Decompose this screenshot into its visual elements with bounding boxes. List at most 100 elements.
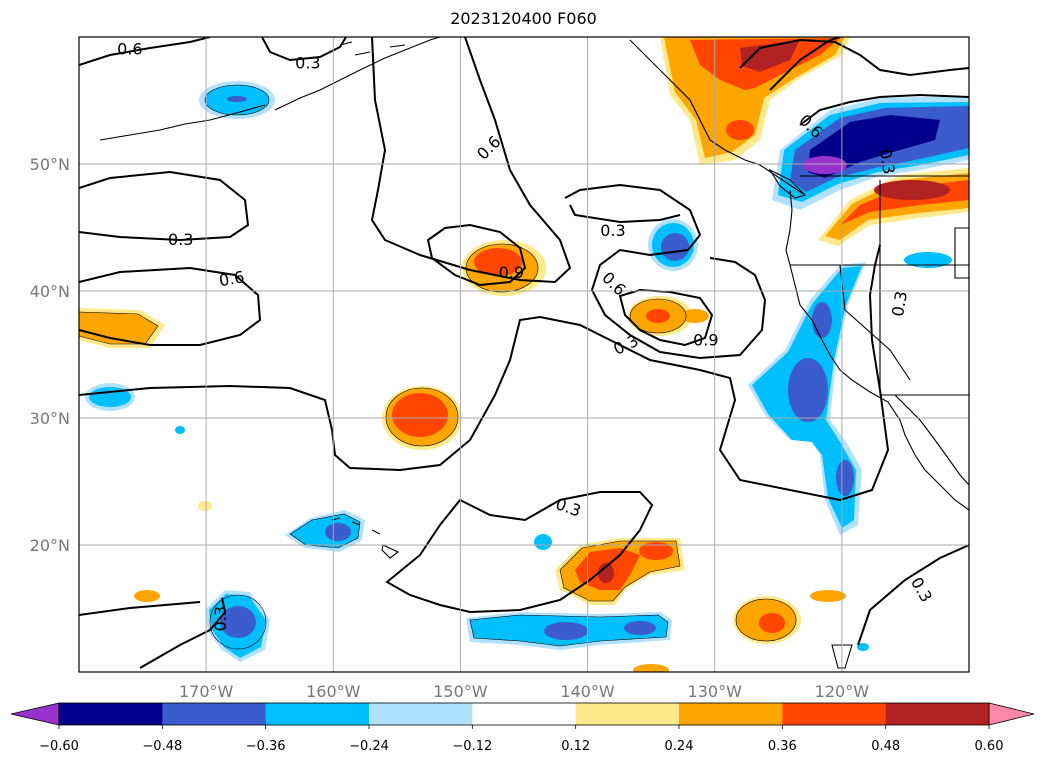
positive-anomaly-blob [759,613,785,633]
colorbar-extend-high [988,702,1035,726]
lon-tick-label: 140°W [560,682,615,701]
colorbar-segment [575,703,680,725]
positive-anomaly-blob [598,563,614,583]
contour-line [426,223,527,287]
map-frame [78,36,970,673]
lon-tick-label: 150°W [433,682,488,701]
contour-label-text: 0.3 [888,290,911,318]
colorbar-segment [782,703,887,725]
contour-label-text: 0.6 [217,267,245,290]
contour-line [139,597,227,669]
contour-line [79,37,211,66]
contour-label: 0.6 [117,39,142,58]
contour-label: 0.3 [888,290,911,318]
positive-anomaly-blob [633,664,669,672]
colorbar-segment [265,703,370,725]
lat-tick-label: 20°N [30,536,70,555]
negative-anomaly-blob [904,252,952,268]
positive-anomaly-blob [681,309,709,323]
lat-tick-label: 50°N [30,155,70,174]
vancouver-island [768,168,807,199]
colorbar-tick-label: −0.36 [246,739,286,754]
hawaii-islands [331,517,400,559]
colorbar-segment [369,703,473,725]
positive-anomaly-blob [134,590,160,602]
contour-line [857,544,969,646]
contour-line [79,244,890,502]
negative-anomaly-blob [803,156,847,174]
map-title: 2023120400 F060 [450,9,597,28]
contour-line [739,38,969,77]
contour-label: 0.3 [876,147,899,175]
colorbar-tick-label: 0.24 [665,739,694,754]
colorbar-segment [885,703,990,725]
positive-anomaly-blob [874,180,950,200]
gridlines [79,37,969,672]
us-west-coast [785,189,969,511]
contour-label: 0.3 [295,53,320,72]
contour-label-text: 0.6 [117,39,142,58]
small-box [831,644,853,669]
contour-label-text: 0.3 [168,230,193,249]
state-border [839,264,911,381]
positive-anomaly-blob [392,393,448,437]
negative-anomaly-blob [624,621,656,635]
contour-label: 0.9 [499,263,524,282]
contour-line [370,37,572,284]
colorbar-tick-label: −0.24 [349,739,389,754]
shaded-anomaly-fields [79,37,969,672]
lon-tick-label: 130°W [688,682,743,701]
contour-line [79,601,201,616]
negative-anomaly-blob [534,534,552,550]
colorbar-tick-label: 0.60 [975,739,1004,754]
box-marker [954,227,969,279]
positive-anomaly-blob [646,309,670,323]
contour-label-text: 0.3 [295,53,320,72]
positive-anomaly-blob [740,40,800,72]
contour-label-text: 0.3 [600,221,625,240]
negative-anomaly-blob [661,233,689,261]
negative-anomaly-blob [325,523,351,541]
contour-line [569,204,681,224]
contour-label-text: 0.9 [693,330,718,349]
contour-line [799,93,969,126]
colorbar-tick-label: 0.12 [561,739,590,754]
contour-label: 0.3 [211,606,230,631]
contour-line [79,266,262,346]
contour-label-text: 0.3 [876,147,899,175]
positive-anomaly-blob [810,590,846,602]
contour-label: 0.3 [168,230,193,249]
axis-labels: 170°W 160°W 150°W 140°W 130°W 120°W 50°N 40°N 30… [30,155,870,701]
contour-label: 0.3 [600,221,625,240]
contour-label-text: 0.9 [499,263,524,282]
contour-label: 0.6 [598,268,629,299]
colorbar-extend-low [10,702,60,726]
negative-anomaly-blob [544,622,588,640]
positive-anomaly-blob [726,120,754,140]
positive-anomaly-blob [474,248,522,276]
colorbar-segment [472,703,577,725]
contour-label: 0.6 [217,267,245,290]
colorbar-segment [59,703,163,725]
negative-anomaly-blob [175,426,185,434]
contour-label: 0.6 [473,132,504,163]
contour-line [261,37,347,62]
lon-tick-label: 120°W [815,682,870,701]
colorbar-segment [162,703,267,725]
alaska-coast [274,37,441,111]
baja-coast [894,394,969,486]
coastlines [99,37,969,669]
contour-line [769,37,841,91]
shaded-region-outlines [79,84,797,650]
negative-anomaly-blob [220,606,256,638]
negative-anomaly-blob [836,460,854,496]
bc-coast [629,39,806,196]
negative-anomaly-blob [788,358,828,422]
contour-label-text: 0.3 [211,606,230,631]
contour-label-layer: 0.60.30.30.60.60.90.30.60.3 0.90.30.30.60… [117,39,936,631]
colorbar-tick-label: 0.36 [768,739,797,754]
colorbar-tick-label: −0.12 [452,739,492,754]
map-plot-area [79,37,969,672]
lon-tick-label: 170°W [179,682,234,701]
